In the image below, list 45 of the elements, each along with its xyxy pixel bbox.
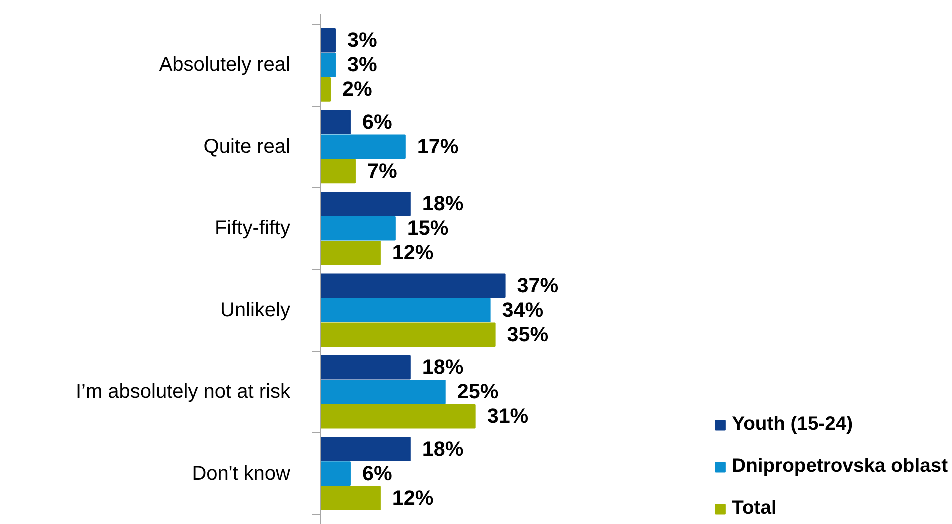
data-label: 17% <box>417 135 459 158</box>
bar <box>320 110 351 135</box>
data-label: 12% <box>392 242 434 265</box>
bar <box>320 216 396 241</box>
y-tick-label: I’m absolutely not at risk <box>76 381 292 404</box>
bar <box>320 53 336 78</box>
data-label: 3% <box>347 54 378 77</box>
bar <box>320 380 446 404</box>
y-tick-label: Fifty-fifty <box>214 218 290 240</box>
y-tick-label: Unlikely <box>220 299 291 322</box>
bar <box>320 404 476 429</box>
bar <box>320 298 491 323</box>
bar <box>320 192 411 216</box>
y-tick-label: Quite real <box>204 136 291 158</box>
bar <box>320 134 406 160</box>
bar <box>320 241 381 266</box>
bar <box>320 159 356 184</box>
y-tick-label: Absolutely real <box>159 54 291 76</box>
legend-label: Dnipropetrovska oblast <box>732 456 948 478</box>
data-label: 2% <box>342 78 372 102</box>
bar <box>320 462 351 486</box>
bar <box>320 486 381 510</box>
bar <box>320 437 411 462</box>
legend-label: Youth (15-24) <box>732 414 854 436</box>
data-label: 25% <box>457 380 499 404</box>
data-label: 35% <box>507 323 549 346</box>
data-label: 18% <box>422 192 464 216</box>
data-label: 31% <box>487 405 529 428</box>
data-label: 18% <box>422 438 464 461</box>
data-label: 37% <box>517 274 559 298</box>
bar <box>320 355 411 380</box>
bar <box>320 322 496 348</box>
data-label: 18% <box>422 356 464 380</box>
data-label: 3% <box>347 29 378 52</box>
y-tick-label: Don't know <box>192 462 292 485</box>
bar <box>320 28 336 53</box>
data-label: 7% <box>367 160 398 183</box>
data-label: 6% <box>362 110 392 134</box>
data-label: 6% <box>362 462 392 486</box>
legend-label: Total <box>732 498 777 520</box>
data-label: 34% <box>502 298 544 322</box>
bar <box>320 274 506 298</box>
data-label: 15% <box>407 217 449 240</box>
bar <box>320 78 331 102</box>
data-label: 12% <box>392 486 434 510</box>
